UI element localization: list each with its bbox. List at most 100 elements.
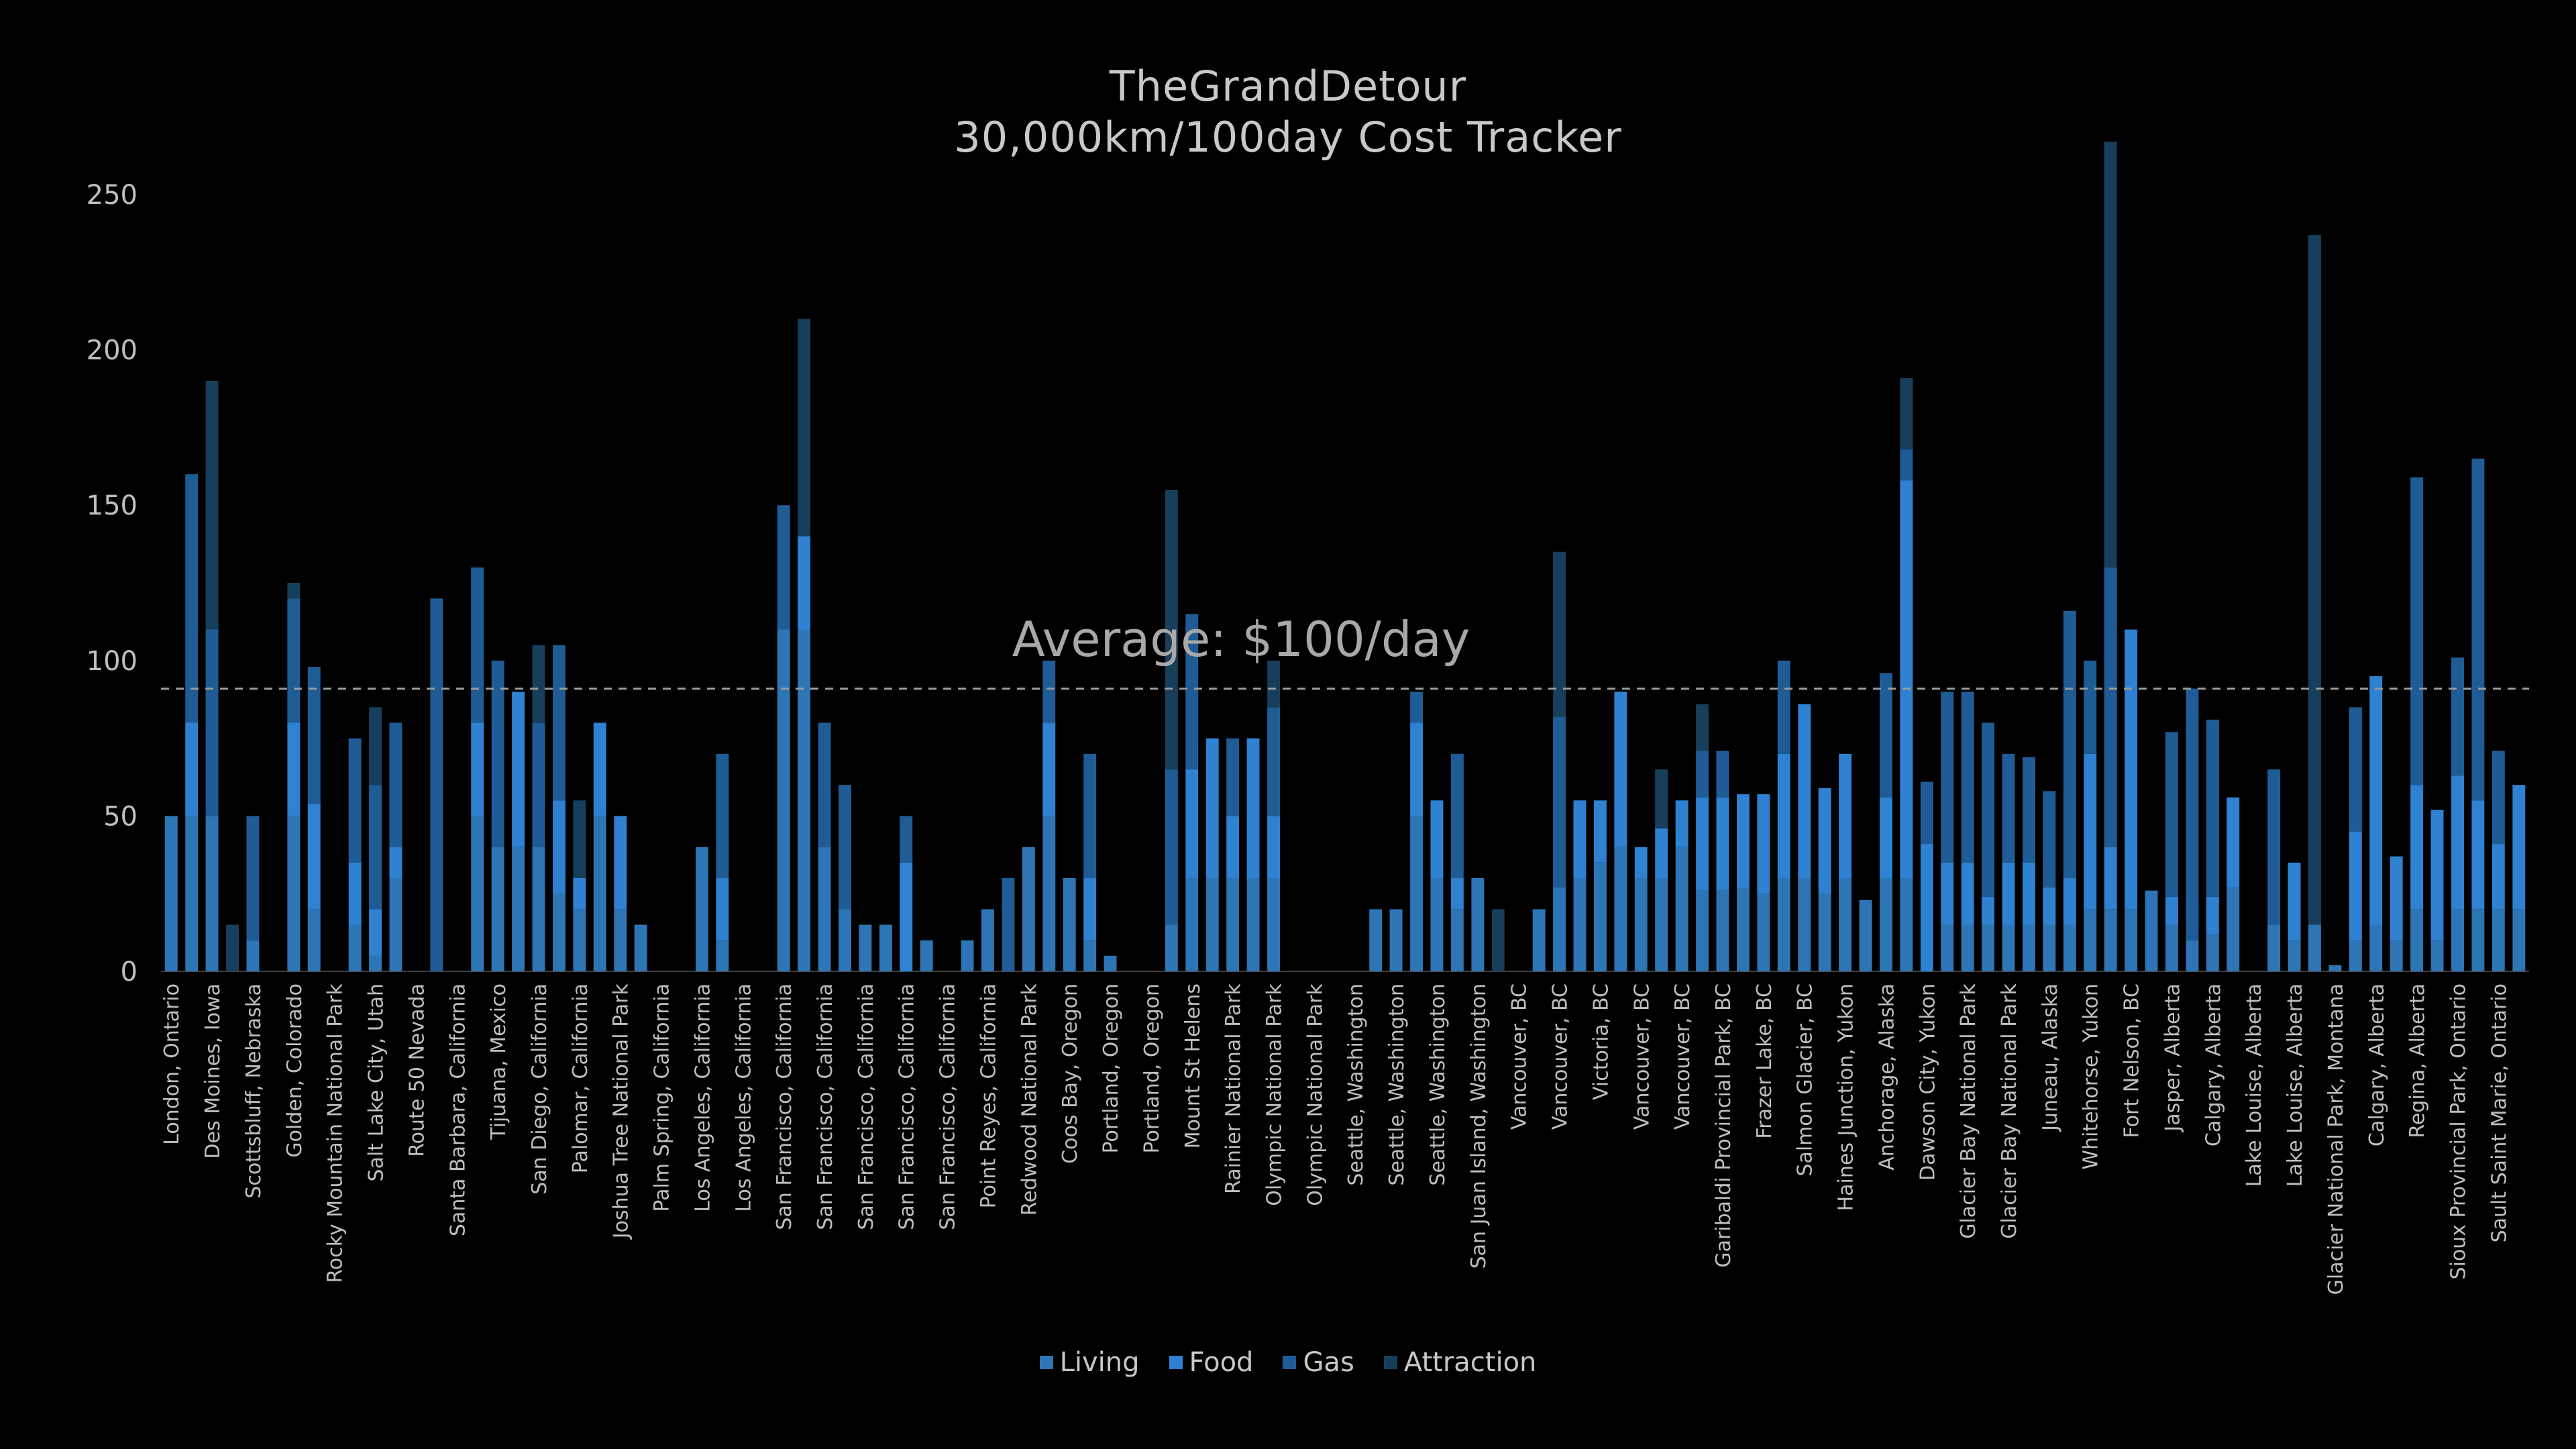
bar-segment-living	[716, 940, 729, 971]
bar-segment-living	[1165, 924, 1178, 971]
bar-segment-food	[614, 816, 627, 910]
bar-segment-living	[1941, 924, 1954, 971]
y-tick-label: 250	[87, 180, 138, 211]
bar-segment-living	[1042, 816, 1056, 971]
bar-segment-gas	[2267, 769, 2281, 925]
bar-segment-living	[1553, 887, 1566, 971]
bar-segment-food	[2369, 676, 2383, 925]
legend-item-food: Food	[1169, 1347, 1254, 1378]
bar-segment-gas	[1083, 753, 1097, 879]
bar-segment-gas	[389, 722, 402, 847]
legend-swatch-living	[1039, 1356, 1053, 1369]
bar-segment-living	[2328, 965, 2342, 971]
bar-segment-food	[1900, 480, 1913, 878]
bar-segment-gas	[1450, 753, 1464, 879]
bar-segment-gas	[2043, 791, 2056, 888]
legend-label-food: Food	[1189, 1347, 1254, 1378]
bar-segment-living	[307, 909, 321, 971]
bar-segment-gas	[1696, 751, 1709, 798]
bar-segment-living	[553, 894, 566, 971]
bar-segment-living	[2410, 909, 2424, 971]
bar-segment-living	[2390, 940, 2403, 971]
bar-segment-gas	[471, 567, 484, 723]
x-tick-label: San Francisco, California	[896, 983, 919, 1230]
bar-segment-food	[573, 878, 586, 910]
bar-segment-living	[2512, 909, 2526, 971]
bar-segment-food	[2288, 862, 2301, 941]
bar-segment-living	[1634, 878, 1648, 971]
bar-segment-living	[1369, 909, 1383, 971]
bar-segment-living	[2186, 940, 2199, 971]
bar-segment-living	[287, 816, 301, 971]
bar-segment-living	[2349, 940, 2362, 971]
y-tick-label: 50	[103, 801, 138, 832]
bar-segment-food	[1737, 794, 1750, 888]
x-tick-label: Dawson City, Yukon	[1916, 983, 1939, 1181]
bar-segment-living	[839, 909, 851, 971]
bar-segment-living	[1022, 847, 1035, 971]
bar-segment-food	[2206, 896, 2219, 934]
bar-segment-living	[1532, 909, 1546, 971]
bar-segment-living	[491, 847, 504, 971]
x-tick-label: Garibaldi Provincial Park, BC	[1712, 983, 1735, 1268]
bar-segment-food	[1410, 722, 1423, 816]
bar-segment-gas	[1267, 707, 1280, 816]
bar-segment-living	[2451, 909, 2464, 971]
x-tick-label: Des Moines, Iowa	[201, 983, 225, 1159]
x-tick-label: Vancouver, BC	[1549, 983, 1572, 1130]
bar-segment-food	[307, 803, 321, 910]
bar-segment-living	[1389, 909, 1403, 971]
legend-swatch-attraction	[1383, 1356, 1397, 1369]
bar-segment-food	[1798, 704, 1811, 878]
bar-segment-gas	[2349, 707, 2362, 832]
x-tick-label: Route 50 Nevada	[405, 983, 429, 1157]
bar-segment-food	[553, 800, 566, 894]
bar-segment-food	[512, 692, 525, 847]
bar-segment-living	[634, 924, 647, 971]
x-tick-label: Palomar, California	[569, 983, 592, 1173]
bar-segment-food	[2023, 862, 2035, 925]
bar-segment-gas	[2491, 751, 2505, 845]
bar-segment-attraction	[287, 583, 301, 599]
x-tick-label: San Juan Island, Washington	[1467, 983, 1491, 1269]
bar-segment-living	[1614, 847, 1627, 971]
x-tick-label: Regina, Alberta	[2406, 983, 2430, 1138]
y-tick-label: 0	[121, 957, 138, 987]
bar-segment-attraction	[1696, 704, 1709, 751]
bar-segment-food	[1961, 862, 1974, 925]
bar-segment-living	[512, 847, 525, 971]
bar-segment-living	[2043, 924, 2056, 971]
bar-segment-gas	[369, 785, 382, 910]
bar-segment-gas	[2002, 753, 2015, 863]
x-tick-label: Redwood National Park	[1018, 983, 1041, 1216]
bar-segment-food	[1757, 794, 1770, 894]
bar-segment-living	[818, 847, 831, 971]
bar-segment-living	[879, 924, 892, 971]
bar-segment-living	[2084, 909, 2097, 971]
bar-segment-food	[1205, 738, 1219, 878]
x-tick-label: Jasper, Alberta	[2161, 983, 2184, 1133]
bar-segment-gas	[205, 629, 219, 816]
bar-segment-living	[1798, 878, 1811, 971]
legend: Living Food Gas Attraction	[0, 1347, 2576, 1378]
bar-segment-attraction	[1553, 551, 1566, 717]
x-tick-label: San Diego, California	[528, 983, 551, 1195]
bar-segment-food	[1083, 878, 1097, 941]
bar-segment-gas	[553, 645, 566, 801]
bar-segment-food	[1818, 788, 1831, 894]
bar-segment-living	[593, 816, 606, 971]
legend-label-attraction: Attraction	[1403, 1347, 1537, 1378]
bar-segment-living	[2125, 909, 2138, 971]
bar-segment-living	[1430, 878, 1444, 971]
bar-segment-living	[2471, 909, 2485, 971]
x-tick-label: Vancouver, BC	[1671, 983, 1695, 1130]
bar-segment-food	[2104, 847, 2117, 910]
bar-segment-food	[1716, 797, 1729, 891]
bar-segment-food	[1246, 738, 1260, 878]
x-tick-label: Los Angeles, California	[691, 983, 714, 1212]
bar-segment-gas	[839, 785, 851, 910]
bar-segment-food	[2043, 887, 2056, 925]
bar-segment-living	[1737, 887, 1750, 971]
bar-segment-food	[1696, 797, 1709, 891]
bar-segment-living	[696, 847, 708, 971]
